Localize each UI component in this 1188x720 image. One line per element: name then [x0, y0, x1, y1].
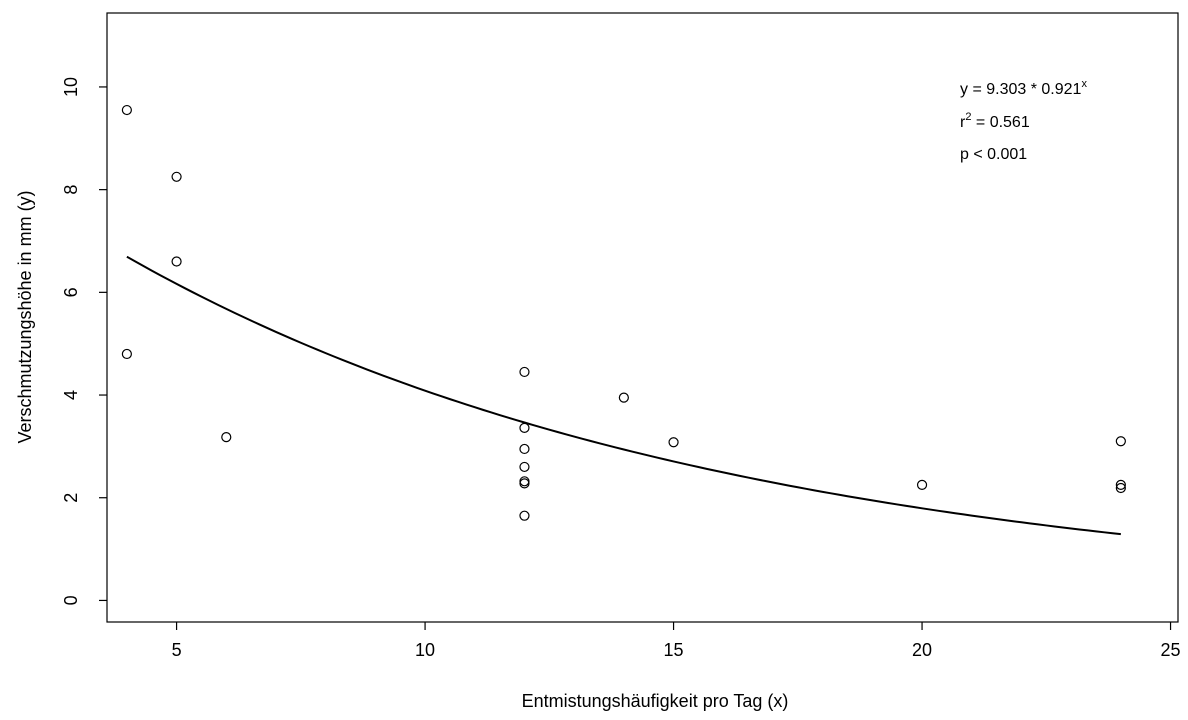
- y-axis-label: Verschmutzungshöhe in mm (y): [15, 190, 35, 443]
- data-point: [121, 104, 132, 116]
- data-point: [1115, 436, 1126, 447]
- data-points: [121, 104, 1126, 521]
- data-point: [1115, 482, 1126, 494]
- p-value-text: p < 0.001: [960, 146, 1027, 163]
- data-point: [221, 432, 232, 443]
- x-axis-label: Entmistungshäufigkeit pro Tag (x): [522, 691, 789, 711]
- y-axis: 0 2 4 6 8 10: [61, 77, 107, 605]
- x-tick-label: 25: [1161, 640, 1181, 660]
- x-tick-label: 5: [172, 640, 182, 660]
- equation-text: y = 9.303 * 0.921x: [960, 78, 1087, 98]
- x-axis: 5 10 15 20 25: [172, 622, 1181, 660]
- data-point: [519, 461, 530, 473]
- data-point: [916, 479, 928, 490]
- data-point: [668, 437, 679, 448]
- data-point: [519, 422, 530, 434]
- x-tick-label: 20: [912, 640, 932, 660]
- x-tick-label: 10: [415, 640, 435, 660]
- y-tick-label: 4: [61, 390, 81, 400]
- plot-frame: [106, 12, 1179, 623]
- data-point: [519, 443, 530, 455]
- data-point: [519, 478, 530, 489]
- data-point: [171, 171, 182, 182]
- y-tick-label: 10: [61, 77, 81, 97]
- data-point: [519, 476, 530, 487]
- fit-curve: [126, 255, 1121, 536]
- data-point: [171, 256, 182, 267]
- data-point: [519, 510, 530, 521]
- data-point: [121, 348, 132, 360]
- y-tick-label: 2: [61, 493, 81, 503]
- equation-annotation: y = 9.303 * 0.921x r2 = 0.561 p < 0.001: [960, 78, 1087, 163]
- data-point: [519, 366, 530, 378]
- r-squared-text: r2 = 0.561: [960, 111, 1030, 131]
- x-tick-label: 15: [664, 640, 684, 660]
- y-tick-label: 8: [61, 185, 81, 195]
- y-tick-label: 0: [61, 595, 81, 605]
- y-tick-label: 6: [61, 287, 81, 297]
- data-point: [618, 392, 629, 403]
- data-point: [1115, 479, 1126, 490]
